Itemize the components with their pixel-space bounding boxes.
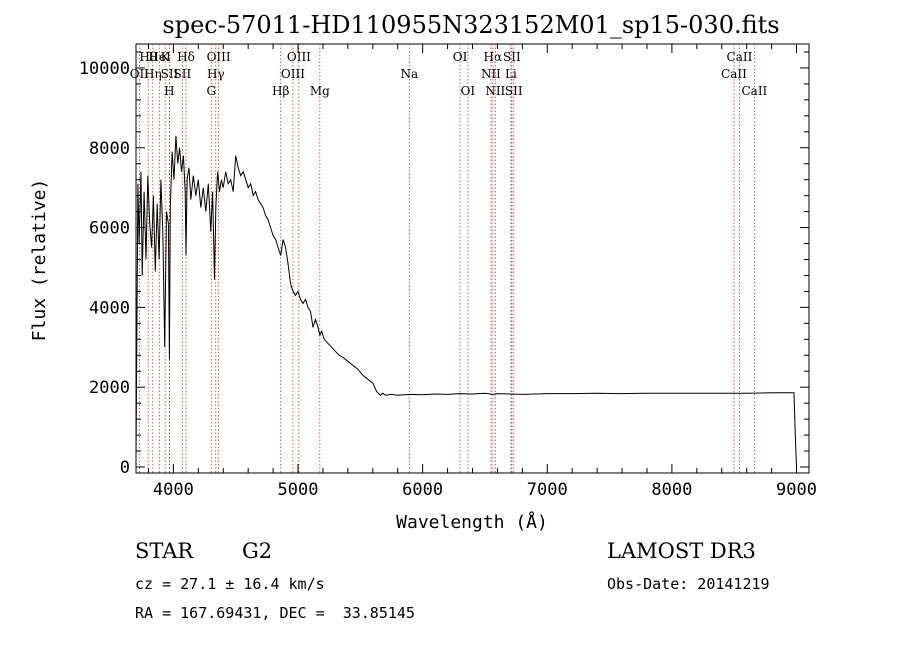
spectral-line-label: SII <box>174 67 192 81</box>
y-tick-label: 10000 <box>79 59 130 79</box>
y-tick-label: 4000 <box>89 298 130 318</box>
spectral-line-label: Hβ <box>272 84 289 98</box>
spectral-line-label: NII <box>481 67 501 81</box>
x-tick-label: 5000 <box>278 480 319 500</box>
spectral-line-label: SII <box>161 67 179 81</box>
object-subclass: G2 <box>242 539 273 563</box>
spectral-line-label: Hδ <box>177 50 195 64</box>
x-tick-label: 6000 <box>402 480 443 500</box>
spectral-line-label: OIII <box>287 50 311 64</box>
spectral-line-label: K <box>161 50 171 64</box>
spectral-line-label: G <box>206 84 216 98</box>
y-tick-label: 0 <box>120 458 130 478</box>
spectral-line-label: CaII <box>721 67 747 81</box>
x-tick-label: 8000 <box>651 480 692 500</box>
spectral-line-label: CaII <box>727 50 753 64</box>
spectral-line-label: OII <box>130 67 150 81</box>
x-tick-label: 9000 <box>776 480 817 500</box>
spectral-line-label: OIII <box>207 50 231 64</box>
spectral-line-label: Mg <box>310 84 330 98</box>
spectral-line-label: Hθ <box>139 50 157 64</box>
spectral-line-label: OI <box>453 50 468 64</box>
x-tick-label: 4000 <box>153 480 194 500</box>
spectral-line-label: Hγ <box>207 67 225 81</box>
axis-ticks: 4000 5000 6000 7000 8000 9000 0 2000 4000 6000 800… <box>79 44 817 500</box>
spectral-line-label: OI <box>461 84 476 98</box>
spectral-line-label: Hα <box>484 50 503 64</box>
spectral-line-label: OIII <box>281 67 305 81</box>
spectral-line-label: CaII <box>741 84 767 98</box>
x-axis-label: Wavelength (Å) <box>396 511 548 533</box>
spectral-line-label: HeI <box>148 50 171 64</box>
spectral-line-label: SII <box>505 84 523 98</box>
spectral-line-label: Na <box>400 67 418 81</box>
x-tick-label: 7000 <box>527 480 568 500</box>
object-class: STAR <box>135 539 194 563</box>
coordinates: RA = 167.69431, DEC = 33.85145 <box>135 604 415 622</box>
spectral-line-label: SII <box>503 50 521 64</box>
spectral-line-label: NII <box>485 84 505 98</box>
spectral-line-label: H <box>164 84 174 98</box>
y-axis-label: Flux (relative) <box>29 179 50 342</box>
observation-date: Obs-Date: 20141219 <box>607 575 770 593</box>
spectral-line-label: Li <box>505 67 517 81</box>
y-tick-label: 6000 <box>89 219 130 239</box>
y-tick-label: 8000 <box>89 139 130 159</box>
survey-name: LAMOST DR3 <box>607 539 756 563</box>
plot-frame <box>135 43 810 474</box>
spectral-line-label: Hη <box>144 67 162 81</box>
y-tick-label: 2000 <box>89 378 130 398</box>
chart-title: spec-57011-HD110955N323152M01_sp15-030.f… <box>162 11 779 39</box>
spectrum-line <box>135 135 797 468</box>
redshift-info: cz = 27.1 ± 16.4 km/s <box>135 575 325 593</box>
